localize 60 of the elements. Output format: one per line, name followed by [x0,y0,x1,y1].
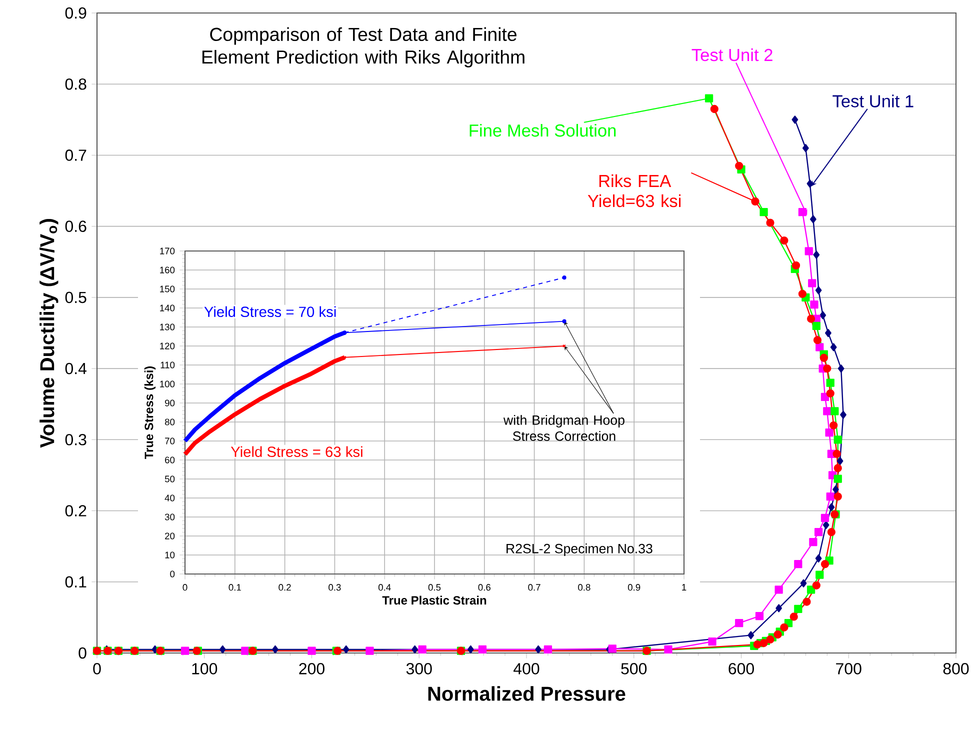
y-tick-label: 0.4 [65,362,86,374]
y-tick-label: 30 [164,514,175,520]
y-tick-label: 100 [160,380,175,388]
y-tick-label: 20 [165,532,175,540]
text: Copmparison of Test Data and Finite Element Prediction with Riks Algorithm [202,27,524,68]
series-label: Yield Stress = 63 ksi [230,446,362,458]
x-tick-label: 0.9 [628,584,640,591]
x-tick-label: 0.7 [528,584,540,591]
x-tick-label: 0 [182,584,188,591]
annotation: Riks FEA Yield=63 ksi [588,174,681,208]
x-tick-label: 200 [299,663,324,674]
x-tick-label: 0.1 [228,584,241,591]
annotation: Fine Mesh Solution [470,124,616,137]
x-tick-label: 0.2 [278,584,291,591]
y-tick-label: 170 [160,248,175,254]
x-tick-label: 0 [93,663,101,674]
x-tick-label: 800 [943,663,969,674]
x-tick-label: 600 [728,663,754,674]
y-tick-label: 160 [160,266,175,274]
series-label: Yield Stress = 70 ksi [204,306,336,318]
y-tick-label: 80 [164,418,175,426]
x-tick-label: 300 [406,663,432,674]
y-tick-label: 150 [160,286,175,292]
x-axis-title: True Plastic Strain [382,596,486,605]
x-tick-label: 100 [192,663,218,674]
y-tick-label: 0.6 [65,220,86,232]
x-tick-label: 400 [514,663,540,674]
y-tick-label: 40 [164,494,175,502]
y-tick-label: 120 [160,342,175,350]
x-tick-label: 0.3 [328,584,341,591]
y-tick-label: 110 [160,362,175,368]
annotation: R2SL-2 Specimen No.33 [506,544,652,556]
y-tick-label: 0 [170,570,175,578]
x-tick-label: 500 [621,663,647,674]
y-tick-label: 0.3 [65,434,86,446]
x-tick-label: 0.4 [378,584,391,591]
y-tick-label: 70 [165,438,175,444]
x-tick-label: 700 [836,663,862,674]
annotation: Test Unit 2 [692,48,772,62]
y-tick-label: 0 [78,647,86,659]
annotation: with Bridgman Hoop Stress Correction [503,415,624,441]
y-tick-label: 140 [160,304,175,312]
y-tick-label: 10 [165,552,175,558]
x-tick-label: 0.5 [428,584,441,591]
y-tick-label: 0.5 [65,292,86,304]
y-tick-label: 60 [165,456,175,464]
y-tick-label: 50 [164,476,175,482]
y-tick-label: 0.7 [65,150,86,161]
x-tick-label: 0.8 [578,584,590,591]
y-tick-label: 0.9 [65,7,86,19]
x-tick-label: 1 [682,584,686,590]
y-tick-label: 0.8 [65,78,86,90]
y-axis-title: True Stress (ksi) [144,366,156,460]
y-tick-label: 90 [165,400,175,406]
annotation: Test Unit 1 [832,94,914,108]
y-axis-title: Volume Ductility (ΔV/V$_{o}$) [40,219,58,448]
y-tick-label: 0.2 [65,505,86,516]
y-tick-label: 130 [160,324,175,330]
x-axis-title: Normalized Pressure [428,686,626,701]
x-tick-label: 0.6 [478,584,490,591]
